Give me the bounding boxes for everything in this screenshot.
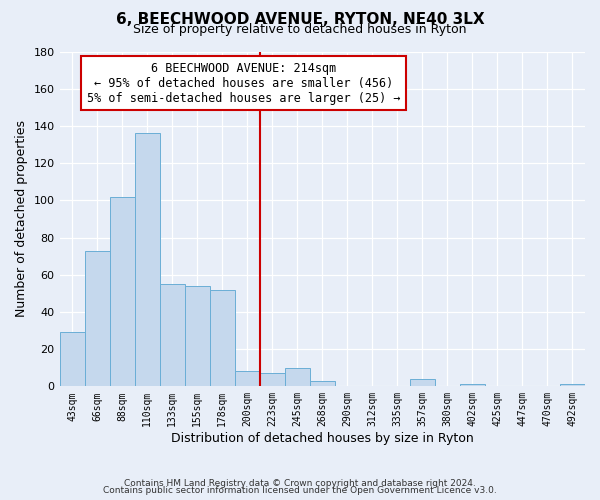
Text: 6, BEECHWOOD AVENUE, RYTON, NE40 3LX: 6, BEECHWOOD AVENUE, RYTON, NE40 3LX	[116, 12, 484, 26]
Bar	[410, 379, 435, 386]
Bar	[185, 286, 209, 386]
Text: Contains HM Land Registry data © Crown copyright and database right 2024.: Contains HM Land Registry data © Crown c…	[124, 478, 476, 488]
Bar	[560, 384, 585, 386]
Bar	[209, 290, 235, 386]
Text: Contains public sector information licensed under the Open Government Licence v3: Contains public sector information licen…	[103, 486, 497, 495]
Bar	[59, 332, 85, 386]
Text: 6 BEECHWOOD AVENUE: 214sqm
← 95% of detached houses are smaller (456)
5% of semi: 6 BEECHWOOD AVENUE: 214sqm ← 95% of deta…	[87, 62, 400, 104]
Bar	[235, 372, 260, 386]
Y-axis label: Number of detached properties: Number of detached properties	[15, 120, 28, 318]
Bar	[310, 381, 335, 386]
Bar	[134, 134, 160, 386]
Bar	[85, 250, 110, 386]
Text: Size of property relative to detached houses in Ryton: Size of property relative to detached ho…	[133, 22, 467, 36]
Bar	[285, 368, 310, 386]
Bar	[460, 384, 485, 386]
Bar	[110, 196, 134, 386]
X-axis label: Distribution of detached houses by size in Ryton: Distribution of detached houses by size …	[171, 432, 473, 445]
Bar	[260, 374, 285, 386]
Bar	[160, 284, 185, 386]
